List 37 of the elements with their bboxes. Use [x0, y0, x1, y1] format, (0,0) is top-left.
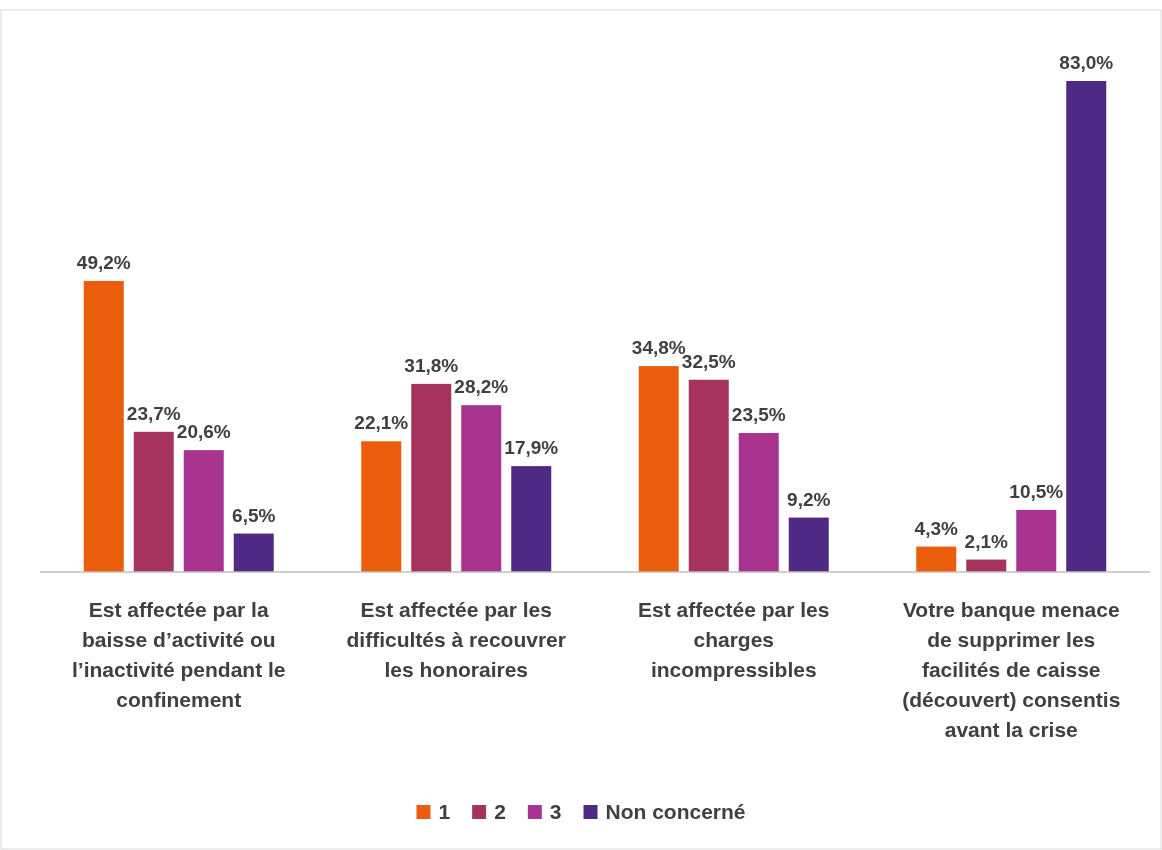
bar — [511, 466, 552, 572]
bar — [1016, 509, 1057, 572]
bar — [638, 366, 679, 572]
data-label: 23,7% — [126, 402, 181, 424]
data-label: 4,3% — [914, 517, 959, 539]
bar — [233, 533, 274, 572]
data-label: 20,6% — [176, 421, 231, 443]
bar — [788, 517, 829, 572]
bar — [461, 405, 502, 572]
data-label: 83,0% — [1059, 52, 1114, 73]
legend-label: 3 — [549, 800, 562, 823]
legend-label: 1 — [438, 800, 451, 823]
bar — [411, 383, 452, 572]
bar — [738, 432, 779, 572]
bar — [83, 280, 124, 572]
data-label: 9,2% — [787, 488, 831, 510]
data-label: 49,2% — [76, 251, 131, 273]
legend-label: 2 — [494, 800, 506, 823]
data-label: 31,8% — [404, 354, 459, 376]
data-label: 10,5% — [1009, 480, 1064, 502]
bar — [916, 546, 957, 572]
data-label: 28,2% — [454, 376, 509, 398]
data-label: 2,1% — [964, 530, 1009, 552]
x-tick-label: Votre banque menace de supprimer les facilités de caisse (découvert) consentis avant la crise — [902, 598, 1121, 741]
bar — [133, 431, 174, 572]
x-tick-label: Est affectée par les difficultés à recouvrer les honoraires — [346, 598, 566, 681]
x-tick-label: Est affectée par les charges incompressibles — [638, 598, 830, 681]
bar — [183, 450, 224, 572]
x-tick-label: Est affectée par la baisse d’activité ou l’inactivité pendant le confinement — [71, 598, 286, 711]
legend-label: Non concerné — [605, 800, 746, 823]
data-label: 23,5% — [731, 403, 786, 425]
data-label: 22,1% — [354, 412, 409, 434]
bar — [688, 379, 729, 572]
data-label: 17,9% — [504, 437, 559, 459]
data-label: 6,5% — [232, 504, 276, 526]
bar — [1066, 81, 1107, 572]
bar — [361, 441, 402, 572]
